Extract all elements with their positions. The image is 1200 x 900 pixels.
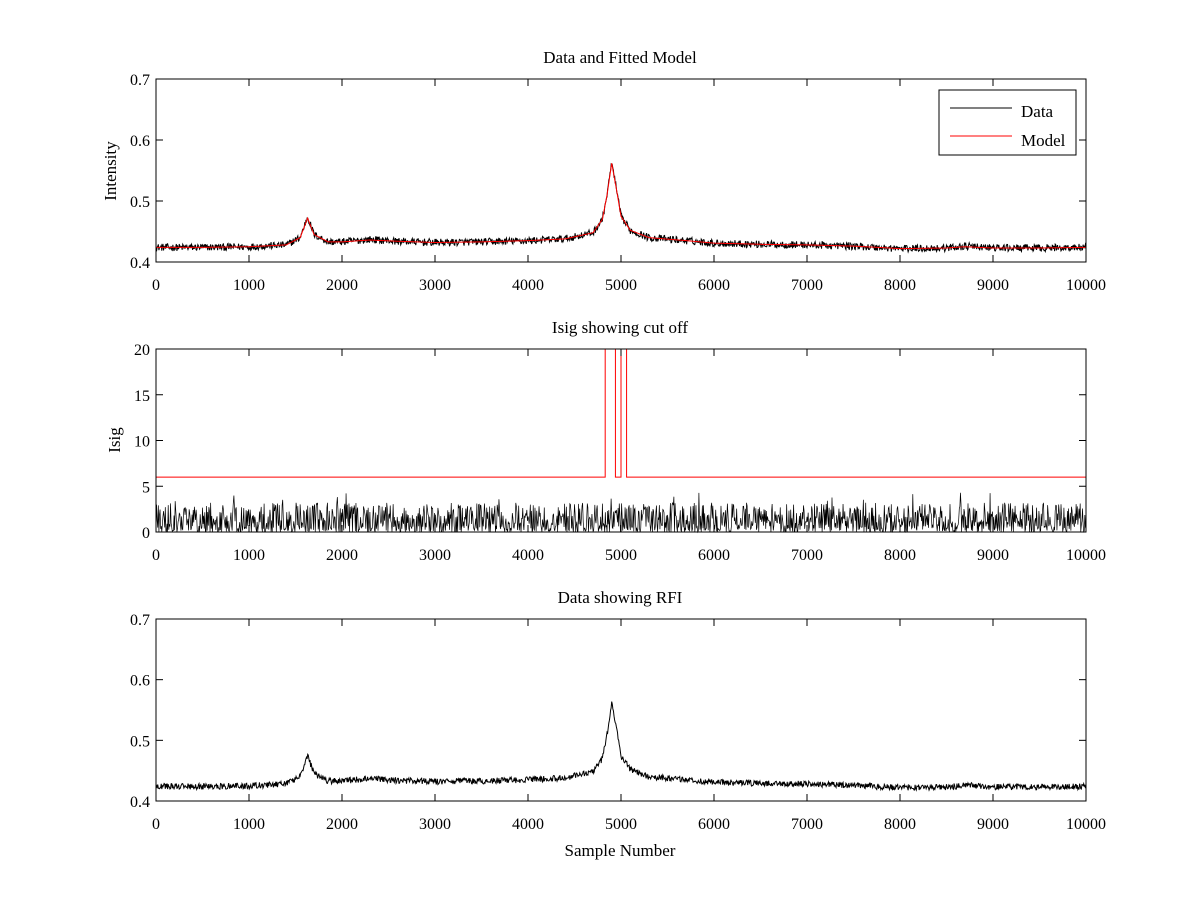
x-tick-label: 6000 (698, 547, 730, 564)
x-tick-label: 5000 (605, 277, 637, 294)
legend: Data Model (938, 89, 1077, 156)
trace-series-line (155, 701, 1087, 792)
legend-label-model: Model (1021, 131, 1066, 150)
x-tick-label: 4000 (512, 547, 544, 564)
y-tick-label: 0.7 (130, 72, 150, 89)
series-layer (155, 348, 1087, 534)
panel-intensity-model: Data and Fitted Model Intensity 0 1000 200… (101, 48, 1106, 294)
y-tick-label: 10 (134, 434, 150, 451)
x-tick-label: 5000 (605, 816, 637, 833)
x-tick-label: 0 (152, 277, 160, 294)
x-tick-label: 2000 (326, 816, 358, 833)
y-tick-label: 0.4 (130, 794, 150, 811)
x-axis-label: Sample Number (565, 841, 676, 860)
ticks-layer: 0 1000 2000 3000 4000 5000 6000 7000 8000 9000 100… (130, 612, 1106, 833)
x-tick-label: 4000 (512, 816, 544, 833)
plot-frame (155, 618, 1087, 802)
x-tick-label: 9000 (977, 277, 1009, 294)
series-layer (155, 162, 1087, 254)
x-tick-label: 6000 (698, 816, 730, 833)
x-tick-label: 8000 (884, 816, 916, 833)
x-tick-label: 2000 (326, 547, 358, 564)
legend-label-data: Data (1021, 102, 1054, 121)
y-axis-label: Isig (105, 427, 124, 453)
x-tick-label: 1000 (233, 547, 265, 564)
x-tick-label: 1000 (233, 277, 265, 294)
y-tick-label: 0 (142, 525, 150, 542)
y-axis-label: Intensity (101, 141, 120, 201)
x-tick-label: 6000 (698, 277, 730, 294)
x-tick-label: 10000 (1066, 816, 1106, 833)
y-tick-label: 0.6 (130, 673, 150, 690)
ticks-layer: 0 1000 2000 3000 4000 5000 6000 7000 8000 9000 100… (134, 342, 1106, 564)
panel-isig-cutoff: Isig showing cut off Isig 0 1000 2000 3000 4… (105, 318, 1106, 564)
x-tick-label: 3000 (419, 277, 451, 294)
x-tick-label: 3000 (419, 547, 451, 564)
x-tick-label: 7000 (791, 277, 823, 294)
x-tick-label: 5000 (605, 547, 637, 564)
y-tick-label: 0.4 (130, 255, 150, 272)
model-series-line (156, 163, 1087, 250)
panel-title: Data showing RFI (558, 588, 683, 607)
panel-title: Isig showing cut off (552, 318, 688, 337)
x-tick-label: 8000 (884, 547, 916, 564)
y-tick-label: 15 (134, 388, 150, 405)
x-tick-label: 2000 (326, 277, 358, 294)
x-tick-label: 0 (152, 547, 160, 564)
legend-box (938, 89, 1077, 156)
y-tick-label: 5 (142, 479, 150, 496)
panel-title: Data and Fitted Model (543, 48, 697, 67)
x-tick-label: 4000 (512, 277, 544, 294)
x-tick-label: 9000 (977, 816, 1009, 833)
x-tick-label: 0 (152, 816, 160, 833)
x-tick-label: 8000 (884, 277, 916, 294)
x-tick-label: 7000 (791, 816, 823, 833)
series-layer (155, 701, 1087, 792)
panel-data-rfi: Data showing RFI 0 1000 2000 3000 4000 5000 60… (130, 588, 1106, 860)
cutoff-series-line (156, 348, 1086, 478)
data-series-line (155, 162, 1087, 254)
x-tick-label: 3000 (419, 816, 451, 833)
ticks-layer: 0 1000 2000 3000 4000 5000 6000 7000 8000 9000 100… (130, 72, 1106, 294)
y-tick-label: 0.5 (130, 194, 150, 211)
y-tick-label: 0.6 (130, 133, 150, 150)
y-tick-label: 0.7 (130, 612, 150, 629)
x-tick-label: 7000 (791, 547, 823, 564)
y-tick-label: 20 (134, 342, 150, 359)
x-tick-label: 10000 (1066, 277, 1106, 294)
x-tick-label: 9000 (977, 547, 1009, 564)
x-tick-label: 10000 (1066, 547, 1106, 564)
y-tick-label: 0.5 (130, 733, 150, 750)
x-tick-label: 1000 (233, 816, 265, 833)
